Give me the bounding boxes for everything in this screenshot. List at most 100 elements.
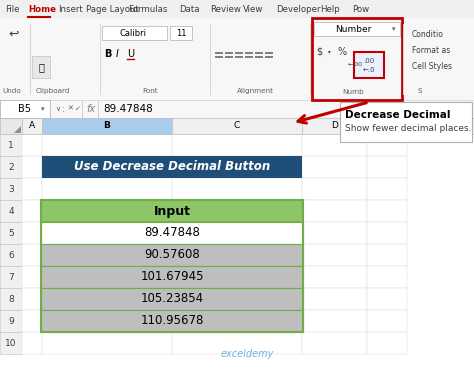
Bar xyxy=(42,134,172,156)
Bar xyxy=(255,52,263,54)
Text: Page Layout: Page Layout xyxy=(86,5,139,13)
Bar xyxy=(0,332,22,354)
Bar xyxy=(0,100,474,118)
Text: C: C xyxy=(234,122,240,131)
Text: 105.23854: 105.23854 xyxy=(140,293,203,306)
Text: Review: Review xyxy=(210,5,241,13)
Text: 6: 6 xyxy=(8,250,14,259)
Text: %: % xyxy=(338,47,347,57)
Bar xyxy=(302,222,367,244)
Bar xyxy=(265,56,273,58)
Text: 1: 1 xyxy=(8,141,14,149)
Polygon shape xyxy=(14,126,21,133)
Text: 10: 10 xyxy=(5,338,17,347)
Text: 8: 8 xyxy=(8,295,14,304)
Text: Help: Help xyxy=(320,5,340,13)
Text: 89.47848: 89.47848 xyxy=(144,226,200,240)
Bar xyxy=(172,310,302,332)
Text: 110.95678: 110.95678 xyxy=(140,314,204,328)
Bar xyxy=(354,52,384,78)
Text: Calibri: Calibri xyxy=(119,29,146,37)
Text: Decrease Decimal: Decrease Decimal xyxy=(345,110,450,120)
Bar xyxy=(302,288,367,310)
Text: B: B xyxy=(104,49,111,59)
Bar xyxy=(172,156,302,178)
Bar xyxy=(0,244,22,266)
Text: .00: .00 xyxy=(364,58,374,64)
Text: I: I xyxy=(116,49,119,59)
Bar xyxy=(302,200,367,222)
Bar xyxy=(0,0,474,18)
Bar xyxy=(41,244,303,266)
Bar xyxy=(41,288,303,310)
Bar xyxy=(245,56,253,58)
Bar xyxy=(0,118,474,134)
Text: B: B xyxy=(103,122,110,131)
Text: Clipboard: Clipboard xyxy=(36,88,71,94)
Text: 90.57608: 90.57608 xyxy=(144,248,200,261)
Bar xyxy=(41,222,303,244)
Bar xyxy=(367,156,407,178)
Bar xyxy=(41,200,303,222)
Text: S: S xyxy=(418,88,422,94)
Bar xyxy=(172,118,302,134)
Bar xyxy=(340,102,472,142)
Bar xyxy=(0,118,22,134)
Bar xyxy=(255,56,263,58)
Text: ↩: ↩ xyxy=(8,28,18,41)
Text: File: File xyxy=(5,5,19,13)
Bar xyxy=(22,266,42,288)
Bar xyxy=(367,244,407,266)
Text: 📋: 📋 xyxy=(38,62,44,72)
Bar xyxy=(314,22,400,36)
Bar xyxy=(302,118,367,134)
Bar xyxy=(0,118,474,134)
Bar xyxy=(367,134,407,156)
Bar xyxy=(172,266,302,288)
Text: 4: 4 xyxy=(8,207,14,216)
Bar xyxy=(42,222,172,244)
Text: 5: 5 xyxy=(8,229,14,237)
Text: Insert: Insert xyxy=(58,5,83,13)
Bar xyxy=(41,266,303,288)
Bar xyxy=(245,52,253,54)
Text: ←.0: ←.0 xyxy=(363,67,375,73)
Bar xyxy=(302,332,367,354)
Text: Font: Font xyxy=(142,88,158,94)
Bar xyxy=(215,52,223,54)
Bar xyxy=(42,156,172,178)
Bar xyxy=(41,200,303,332)
Bar xyxy=(312,18,402,100)
Text: 89.47848: 89.47848 xyxy=(103,104,153,114)
Bar xyxy=(0,222,22,244)
Text: Cell Styles: Cell Styles xyxy=(412,62,452,71)
Bar xyxy=(22,156,42,178)
Bar xyxy=(22,134,42,156)
Bar xyxy=(302,310,367,332)
Text: 7: 7 xyxy=(8,272,14,282)
Text: D: D xyxy=(331,122,338,131)
Bar xyxy=(367,266,407,288)
Bar xyxy=(42,178,172,200)
Bar xyxy=(367,288,407,310)
Text: ✓: ✓ xyxy=(75,106,81,112)
Text: Undo: Undo xyxy=(3,88,21,94)
Text: 3: 3 xyxy=(8,184,14,194)
Bar xyxy=(22,222,42,244)
Bar xyxy=(0,118,474,381)
Bar xyxy=(22,200,42,222)
Bar xyxy=(42,156,302,178)
Bar xyxy=(42,200,172,222)
Bar xyxy=(367,310,407,332)
Bar xyxy=(42,266,172,288)
Text: View: View xyxy=(243,5,264,13)
Bar xyxy=(172,222,302,244)
Bar xyxy=(215,56,223,58)
Bar xyxy=(42,332,172,354)
Bar xyxy=(22,178,42,200)
Bar xyxy=(302,156,367,178)
Text: Alignment: Alignment xyxy=(237,88,273,94)
Text: B5: B5 xyxy=(18,104,31,114)
Text: E: E xyxy=(384,122,390,131)
Bar xyxy=(172,288,302,310)
